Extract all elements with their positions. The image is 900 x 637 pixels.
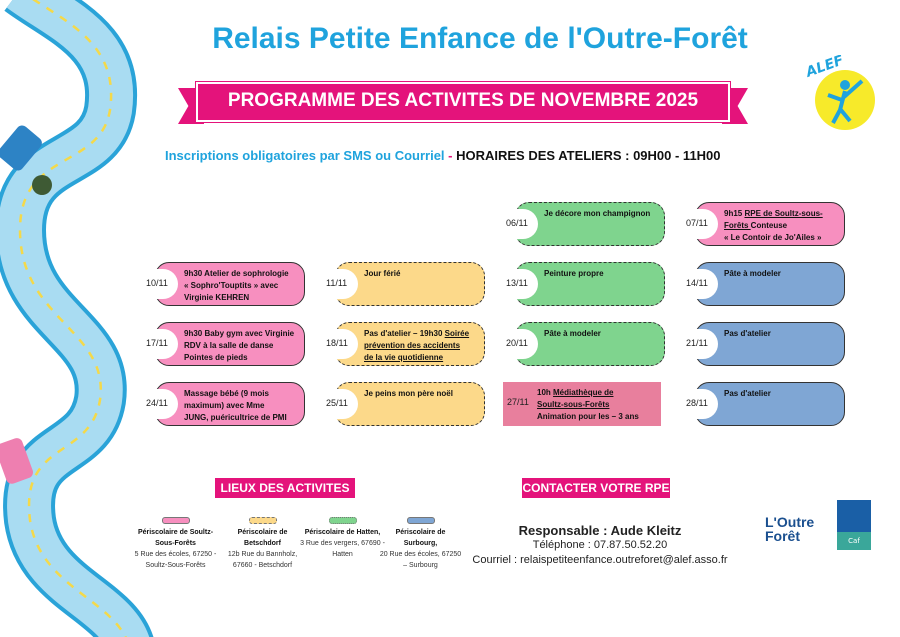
venue-color-swatch xyxy=(406,517,435,524)
date-bubble xyxy=(694,209,718,239)
venue-name: Périscolaire de Soultz-Sous-Forêts xyxy=(137,529,214,547)
activity-text: Pâte à modeler xyxy=(724,269,781,278)
venue-name: Périscolaire de Betschdorf xyxy=(237,529,288,547)
activity-text: Jour férié xyxy=(364,269,401,278)
activity-text: Pâte à modeler xyxy=(544,329,601,338)
activity-text: 10h Médiathèque de Soultz-sous-Forêts An… xyxy=(537,388,639,421)
alef-logo: ALEF xyxy=(803,55,875,130)
contact-ribbon: CONTACTER VOTRE RPE xyxy=(522,478,670,498)
responsable: Responsable : Aude Kleitz xyxy=(518,523,682,538)
venues-ribbon: LIEUX DES ACTIVITES xyxy=(215,478,355,498)
program-title: PROGRAMME DES ACTIVITES DE NOVEMBRE 2025 xyxy=(227,90,699,111)
email: Courriel : relaispetiteenfance.outrefore… xyxy=(472,554,728,566)
activity-card: 07/11 9h15 RPE de Soultz-sous- Forêts Con… xyxy=(686,202,845,246)
date-bubble xyxy=(334,389,358,419)
date-bubble xyxy=(154,269,178,299)
activity-card: 13/11 Peinture propre xyxy=(506,262,665,306)
venue-address: 3 Rue des vergers, 67690 - Hatten xyxy=(300,540,385,558)
venue-color-swatch xyxy=(248,517,277,524)
activity-date: 07/11 xyxy=(686,218,708,228)
activity-card: 10/11 9h30 Atelier de sophrologie « Sophr… xyxy=(146,262,305,306)
venue-item: Périscolaire de Hatten, 3 Rue des vergers… xyxy=(300,517,385,560)
activity-text: 9h30 Atelier de sophrologie « Sophro'Tou… xyxy=(184,269,289,302)
phone: Téléphone : 07.87.50.52.20 xyxy=(532,539,668,551)
activity-text: Pas d'atelier – 19h30 Soirée prévention … xyxy=(364,329,470,362)
date-bubble xyxy=(694,269,718,299)
car-icon xyxy=(0,125,42,171)
venue-item: Périscolaire de Soultz-Sous-Forêts 5 Rue … xyxy=(133,517,218,571)
activity-card: 27/11 10h Médiathèque de Soultz-sous-Forê… xyxy=(503,382,661,426)
road-illustration xyxy=(0,0,154,637)
activity-card: 20/11 Pâte à modeler xyxy=(506,322,665,366)
activity-date: 14/11 xyxy=(686,278,708,288)
activity-text: Je peins mon père noël xyxy=(364,389,453,398)
caf-logo-text: Caf xyxy=(837,532,871,550)
activity-card: 24/11 Massage bébé (9 mois maximum) avec … xyxy=(146,382,305,426)
car-icon xyxy=(0,438,33,484)
program-banner: PROGRAMME DES ACTIVITES DE NOVEMBRE 2025 xyxy=(178,81,748,126)
venue-item: Périscolaire de Surbourg, 20 Rue des écol… xyxy=(378,517,463,571)
page-title: Relais Petite Enfance de l'Outre-Forêt xyxy=(212,22,748,55)
activity-date: 11/11 xyxy=(326,278,348,288)
registration-info: Inscriptions obligatoires par SMS ou Cou… xyxy=(165,148,815,163)
venue-item: Périscolaire de Betschdorf 12b Rue du Ban… xyxy=(220,517,305,571)
activity-date: 27/11 xyxy=(507,397,529,407)
separator: - xyxy=(444,148,457,163)
activity-text: Peinture propre xyxy=(544,269,604,278)
venue-address: 20 Rue des écoles, 67250 – Surbourg xyxy=(379,551,462,569)
date-bubble xyxy=(514,329,538,359)
date-bubble xyxy=(334,269,358,299)
registration-note: Inscriptions obligatoires par SMS ou Cou… xyxy=(165,148,445,163)
activity-card: 11/11 Jour férié xyxy=(326,262,485,306)
venue-address: 5 Rue des écoles, 67250 - Soultz-Sous-Fo… xyxy=(134,551,217,569)
date-bubble xyxy=(514,209,538,239)
activity-card: 18/11 Pas d'atelier – 19h30 Soirée préven… xyxy=(326,322,485,366)
activity-card: 14/11 Pâte à modeler xyxy=(686,262,845,306)
activity-date: 18/11 xyxy=(326,338,348,348)
activity-date: 17/11 xyxy=(146,338,168,348)
activity-text: Massage bébé (9 mois maximum) avec Mme J… xyxy=(184,389,287,422)
activity-date: 06/11 xyxy=(506,218,528,228)
venue-address: 12b Rue du Bannholz, 67660 - Betschdorf xyxy=(227,551,298,569)
venue-name: Périscolaire de Surbourg, xyxy=(395,529,446,547)
date-bubble xyxy=(694,389,718,419)
date-bubble xyxy=(694,329,718,359)
tree-icon xyxy=(32,175,52,195)
activity-text: Pas d'atelier xyxy=(724,389,771,398)
activity-card: 25/11 Je peins mon père noël xyxy=(326,382,485,426)
activity-card: 21/11 Pas d'atelier xyxy=(686,322,845,366)
activity-text: Pas d'atelier xyxy=(724,329,771,338)
activity-text: Je décore mon champignon xyxy=(544,209,651,218)
activity-card: 06/11 Je décore mon champignon xyxy=(506,202,665,246)
venue-color-swatch xyxy=(328,517,357,524)
outre-foret-logo-text: L'Outre Forêt xyxy=(765,514,815,544)
caf-logo: Caf xyxy=(837,500,871,550)
contact-block: Responsable : Aude Kleitz Téléphone : 07… xyxy=(460,523,740,568)
date-bubble xyxy=(154,329,178,359)
activity-date: 10/11 xyxy=(146,278,168,288)
date-bubble xyxy=(154,389,178,419)
activity-date: 25/11 xyxy=(326,398,348,408)
activity-date: 21/11 xyxy=(686,338,708,348)
date-bubble xyxy=(514,269,538,299)
activity-text: 9h30 Baby gym avec Virginie RDV à la sal… xyxy=(184,329,295,362)
activity-card: 28/11 Pas d'atelier xyxy=(686,382,845,426)
activity-date: 24/11 xyxy=(146,398,168,408)
date-bubble xyxy=(334,329,358,359)
activity-card: 17/11 9h30 Baby gym avec Virginie RDV à l… xyxy=(146,322,305,366)
workshop-hours: HORAIRES DES ATELIERS : 09H00 - 11H00 xyxy=(456,148,721,163)
activity-date: 20/11 xyxy=(506,338,528,348)
activity-text: 9h15 RPE de Soultz-sous- Forêts Conteuse… xyxy=(724,209,823,242)
outre-foret-logo: L'Outre Forêt xyxy=(765,505,825,555)
venue-name: Périscolaire de Hatten, xyxy=(304,529,381,536)
activity-date: 28/11 xyxy=(686,398,708,408)
venue-color-swatch xyxy=(161,517,190,524)
activity-date: 13/11 xyxy=(506,278,528,288)
